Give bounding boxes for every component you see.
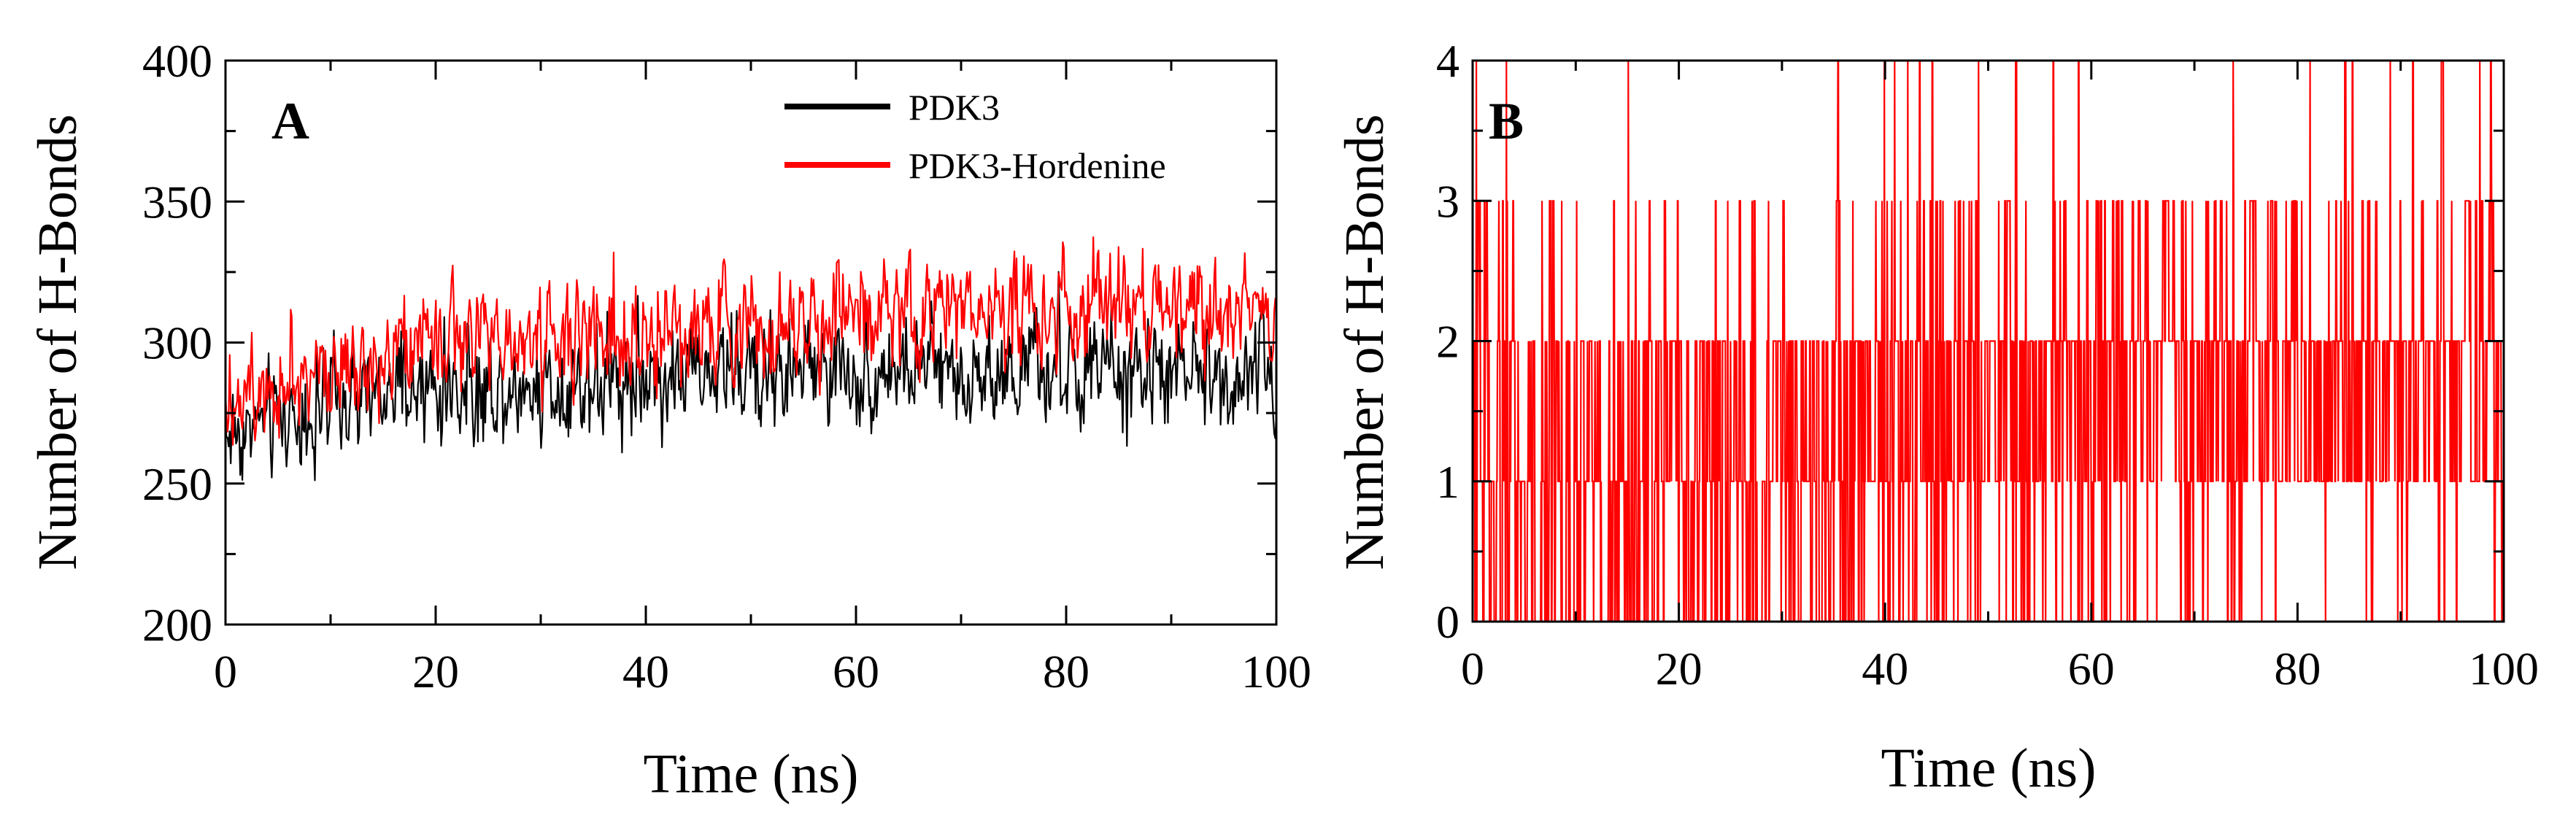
y-tick-label: 200 bbox=[142, 599, 212, 651]
panel-a-ticks: 0 20 40 60 80 100 200 250 300 350 400 bbox=[142, 35, 1311, 697]
y-tick-label: 350 bbox=[142, 176, 212, 228]
y-tick-label: 400 bbox=[142, 35, 212, 87]
series-line-pdk3-hordenine bbox=[224, 236, 1278, 446]
panel-a-legend: PDK3 PDK3-Hordenine bbox=[784, 87, 1166, 186]
y-tick-label: 4 bbox=[1436, 35, 1459, 87]
x-tick-label: 80 bbox=[1043, 646, 1090, 697]
y-tick-label: 0 bbox=[1436, 596, 1459, 648]
y-tick-label: 3 bbox=[1436, 175, 1459, 227]
panel-b-x-axis-title: Time (ns) bbox=[1881, 738, 2097, 799]
panel-b-y-axis-title: Number of H-Bonds bbox=[1334, 115, 1395, 571]
x-tick-label: 20 bbox=[1656, 643, 1702, 695]
x-tick-label: 40 bbox=[622, 646, 669, 697]
y-tick-label: 1 bbox=[1436, 456, 1459, 508]
y-tick-label: 250 bbox=[142, 458, 212, 510]
x-tick-label: 20 bbox=[412, 646, 459, 697]
x-tick-label: 0 bbox=[214, 646, 237, 697]
panel-b-ticks: 0 20 40 60 80 100 0 1 2 3 4 bbox=[1436, 35, 2539, 695]
y-tick-label: 300 bbox=[142, 317, 212, 369]
panel-b-label: B bbox=[1489, 92, 1524, 150]
series-line-pdk3-hordenine-ligand-hbonds bbox=[1473, 59, 2504, 623]
y-tick-label: 2 bbox=[1436, 316, 1459, 368]
legend-label-pdk3: PDK3 bbox=[909, 87, 1000, 128]
panel-b-plot-frame bbox=[1471, 59, 2505, 623]
series-line-pdk3 bbox=[224, 271, 1278, 482]
x-tick-label: 0 bbox=[1461, 643, 1484, 695]
x-tick-label: 100 bbox=[2469, 643, 2539, 695]
panel-a-label: A bbox=[271, 92, 309, 150]
panel-a-plot-frame bbox=[224, 59, 1278, 626]
panel-b-series-group bbox=[1473, 59, 2504, 623]
x-tick-label: 60 bbox=[833, 646, 879, 697]
x-tick-label: 100 bbox=[1241, 646, 1311, 697]
panel-a-x-axis-title: Time (ns) bbox=[644, 743, 859, 805]
x-tick-label: 80 bbox=[2274, 643, 2321, 695]
panel-a: 0 20 40 60 80 100 200 250 300 350 400 A PDK3 PDK3-… bbox=[27, 35, 1311, 805]
panel-b: 0 20 40 60 80 100 0 1 2 3 4 B Time (ns) Number of … bbox=[1334, 35, 2539, 799]
x-tick-label: 40 bbox=[1862, 643, 1908, 695]
legend-label-pdk3-hordenine: PDK3-Hordenine bbox=[909, 145, 1166, 186]
panel-a-y-axis-title: Number of H-Bonds bbox=[27, 115, 88, 571]
x-tick-label: 60 bbox=[2068, 643, 2115, 695]
panel-a-series-group bbox=[224, 236, 1278, 482]
